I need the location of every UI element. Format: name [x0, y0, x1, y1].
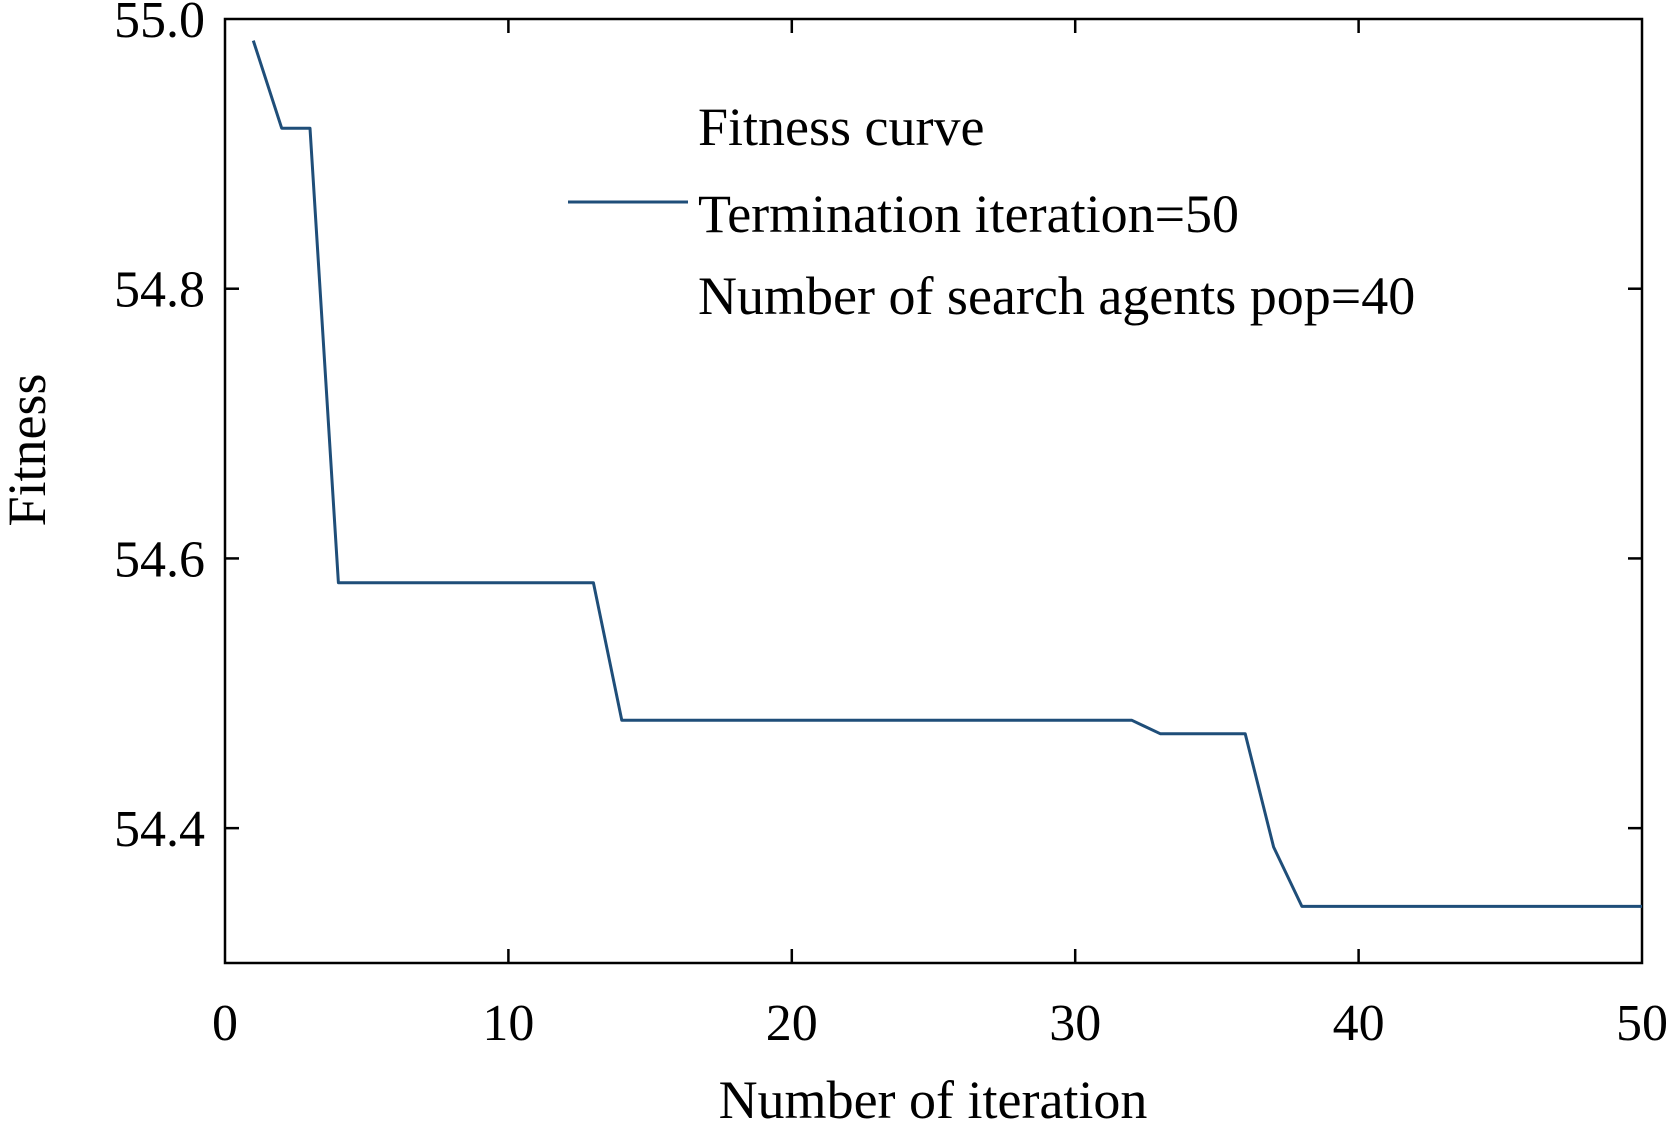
x-tick-label: 30: [1049, 995, 1101, 1052]
x-axis-label: Number of iteration: [719, 1070, 1148, 1122]
y-axis-label: Fitness: [0, 373, 57, 526]
axis-ticks: [225, 19, 1642, 963]
y-tick-label: 55.0: [114, 0, 205, 49]
y-tick-label: 54.8: [114, 262, 205, 319]
series-line-fitness: [251, 40, 1642, 908]
legend-title: Fitness curve: [698, 97, 984, 157]
legend: Fitness curve Termination iteration=50 N…: [568, 97, 1415, 326]
x-tick-label: 0: [212, 995, 238, 1052]
y-tick-label: 54.4: [114, 801, 205, 858]
x-tick-label: 40: [1333, 995, 1385, 1052]
legend-entry-termination: Termination iteration=50: [698, 184, 1239, 244]
tick-labels: 0 10 20 30 40 50 54.4 54.6 54.8 55.0: [114, 0, 1668, 1052]
x-tick-label: 10: [482, 995, 534, 1052]
y-tick-label: 54.6: [114, 531, 205, 588]
legend-entry-agents: Number of search agents pop=40: [698, 266, 1415, 326]
x-tick-label: 20: [766, 995, 818, 1052]
plot-frame: [223, 17, 1644, 965]
x-tick-label: 50: [1616, 995, 1668, 1052]
